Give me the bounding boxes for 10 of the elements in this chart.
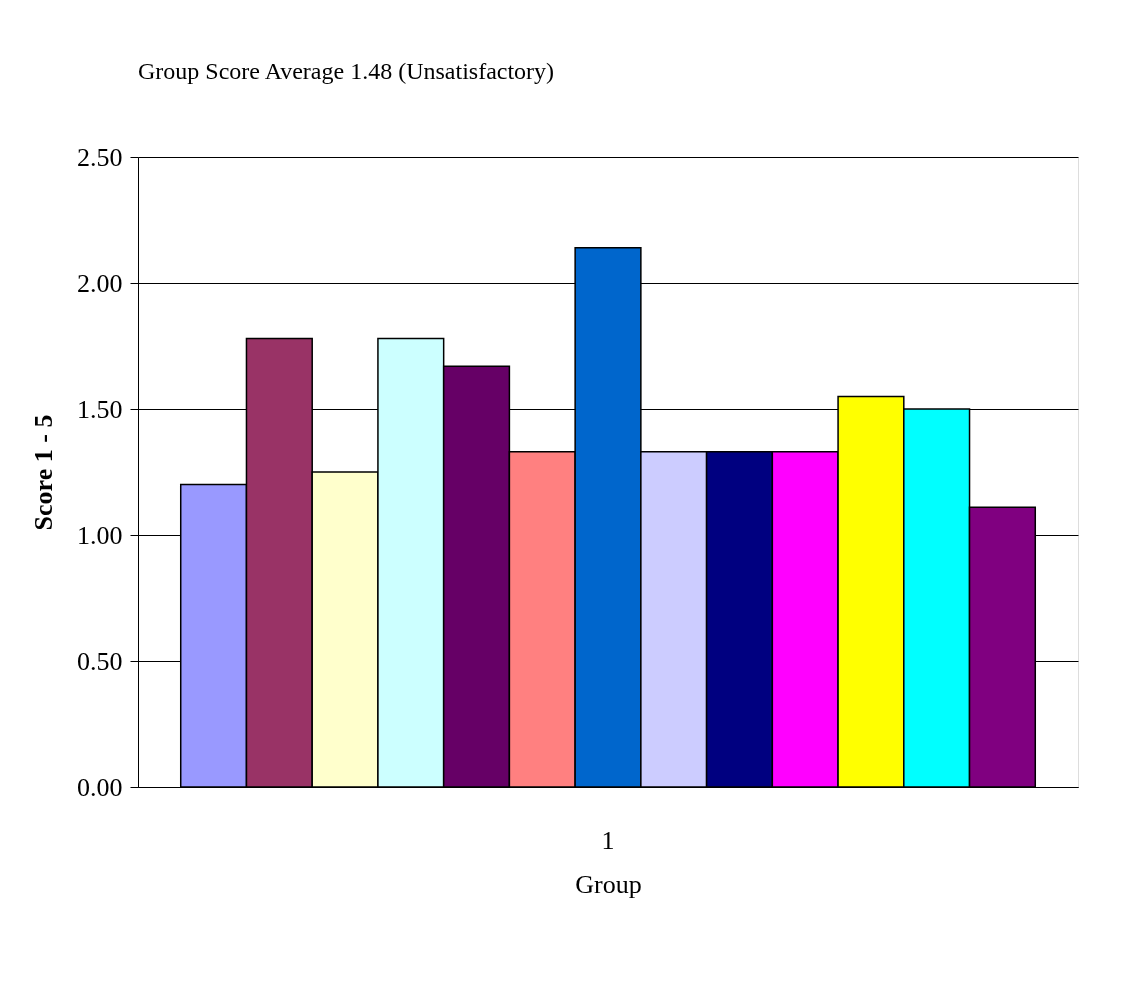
y-tick-label: 1.50 — [77, 394, 123, 424]
y-tick-label: 2.50 — [77, 142, 123, 172]
x-axis-title: Group — [575, 869, 642, 899]
y-axis-title: Score 1 - 5 — [29, 414, 58, 531]
y-tick-label: 0.50 — [77, 646, 123, 676]
y-tick-label: 2.00 — [77, 268, 123, 298]
y-tick-label: 1.00 — [77, 520, 123, 550]
x-tick-label: 1 — [601, 825, 615, 855]
y-tick-label: 0.00 — [77, 772, 123, 802]
chart-title: Group Score Average 1.48 (Unsatisfactory) — [138, 58, 555, 84]
